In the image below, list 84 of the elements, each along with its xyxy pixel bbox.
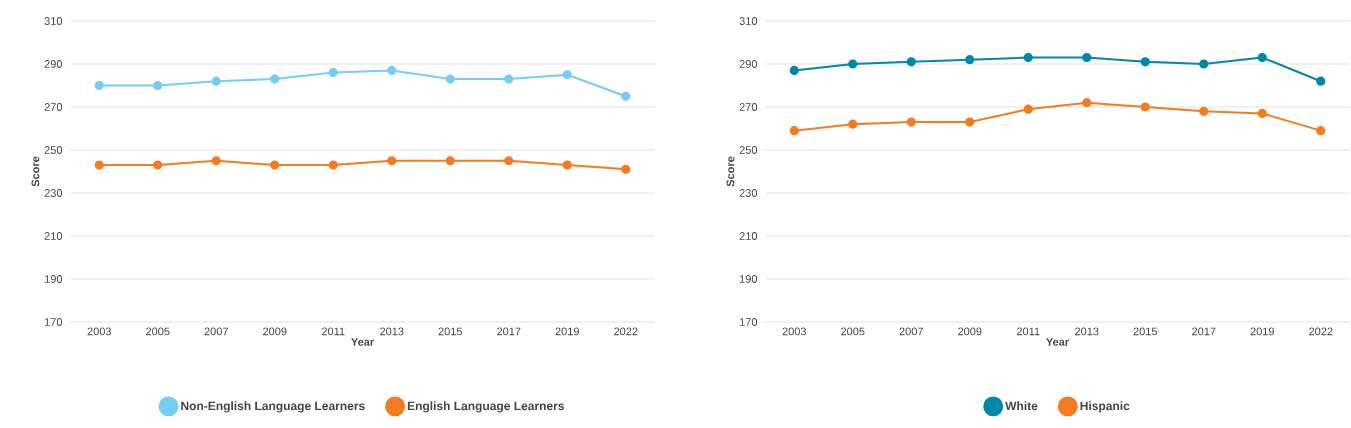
point [621, 164, 631, 174]
point [562, 160, 572, 170]
point [1257, 108, 1267, 119]
x-tick-label: 2005 [146, 327, 170, 336]
x-tick-label: 2019 [1250, 327, 1274, 336]
point [328, 160, 338, 170]
y-tick-label: 270 [44, 103, 63, 111]
x-tick-label: 2011 [1016, 327, 1040, 336]
x-tick-label: 2007 [899, 327, 923, 336]
y-tick-label: 290 [739, 60, 758, 68]
point [1316, 126, 1326, 136]
point [562, 70, 572, 80]
point [789, 65, 799, 76]
point [387, 156, 397, 166]
x-axis-title: Year [1046, 338, 1069, 346]
point [94, 160, 104, 170]
point [1140, 57, 1150, 67]
x-tick-label: 2015 [1133, 327, 1158, 336]
point [504, 156, 514, 166]
y-tick-label: 190 [44, 275, 63, 283]
y-tick-label: 250 [739, 146, 758, 154]
x-tick-label: 2017 [1192, 327, 1216, 336]
y-tick-label: 310 [44, 17, 63, 25]
point [965, 117, 975, 127]
point [906, 57, 916, 67]
point [153, 80, 163, 91]
y-tick-label: 190 [739, 275, 758, 283]
point [94, 80, 104, 91]
y-tick-label: 250 [44, 146, 63, 154]
point [848, 119, 858, 129]
x-tick-label: 2011 [321, 327, 345, 336]
point [270, 74, 280, 84]
legend-label: Non-English Language Learners [181, 401, 365, 413]
point [153, 160, 163, 170]
point [328, 68, 338, 78]
point [1023, 104, 1033, 114]
y-tick-label: 270 [739, 103, 758, 111]
x-tick-label: 2022 [614, 327, 638, 336]
x-tick-label: 2009 [958, 327, 982, 336]
point [789, 126, 799, 136]
point [1199, 59, 1209, 69]
point [211, 156, 221, 166]
x-tick-label: 2022 [1309, 327, 1333, 336]
y-tick-label: 290 [44, 60, 63, 68]
point [1082, 52, 1092, 63]
x-tick-label: 2017 [497, 327, 521, 336]
legend-label: Hispanic [1080, 401, 1130, 413]
point [445, 156, 455, 166]
x-tick-label: 2005 [841, 327, 865, 336]
point [270, 160, 280, 170]
x-tick-label: 2003 [87, 327, 111, 336]
x-tick-label: 2009 [263, 327, 287, 336]
x-tick-label: 2013 [1075, 327, 1099, 336]
point [621, 91, 631, 101]
y-axis-title: Score [31, 156, 40, 187]
x-axis-title: Year [351, 338, 374, 346]
y-axis-title: Score [726, 156, 735, 187]
x-tick-label: 2013 [380, 327, 404, 336]
legend-label: White [1005, 401, 1038, 411]
legend-label: English Language Learners [407, 401, 564, 413]
y-tick-label: 230 [739, 189, 758, 197]
x-tick-label: 2003 [782, 327, 807, 336]
y-tick-label: 170 [44, 318, 63, 326]
point [1257, 52, 1267, 63]
point [848, 59, 858, 69]
point [1316, 76, 1326, 86]
point [1199, 106, 1209, 116]
x-tick-label: 2019 [555, 327, 579, 336]
point [1140, 102, 1150, 112]
x-tick-label: 2007 [204, 327, 228, 336]
point [965, 55, 975, 65]
y-tick-label: 230 [44, 189, 63, 197]
point [1023, 52, 1033, 63]
point [906, 117, 916, 127]
point [445, 74, 455, 84]
y-tick-label: 170 [739, 318, 758, 326]
y-tick-label: 210 [739, 232, 758, 240]
y-tick-label: 210 [44, 232, 63, 240]
point [504, 74, 514, 84]
point [387, 65, 397, 76]
point [1082, 98, 1092, 108]
y-tick-label: 310 [739, 17, 758, 25]
x-tick-label: 2015 [438, 327, 463, 336]
point [211, 76, 221, 86]
